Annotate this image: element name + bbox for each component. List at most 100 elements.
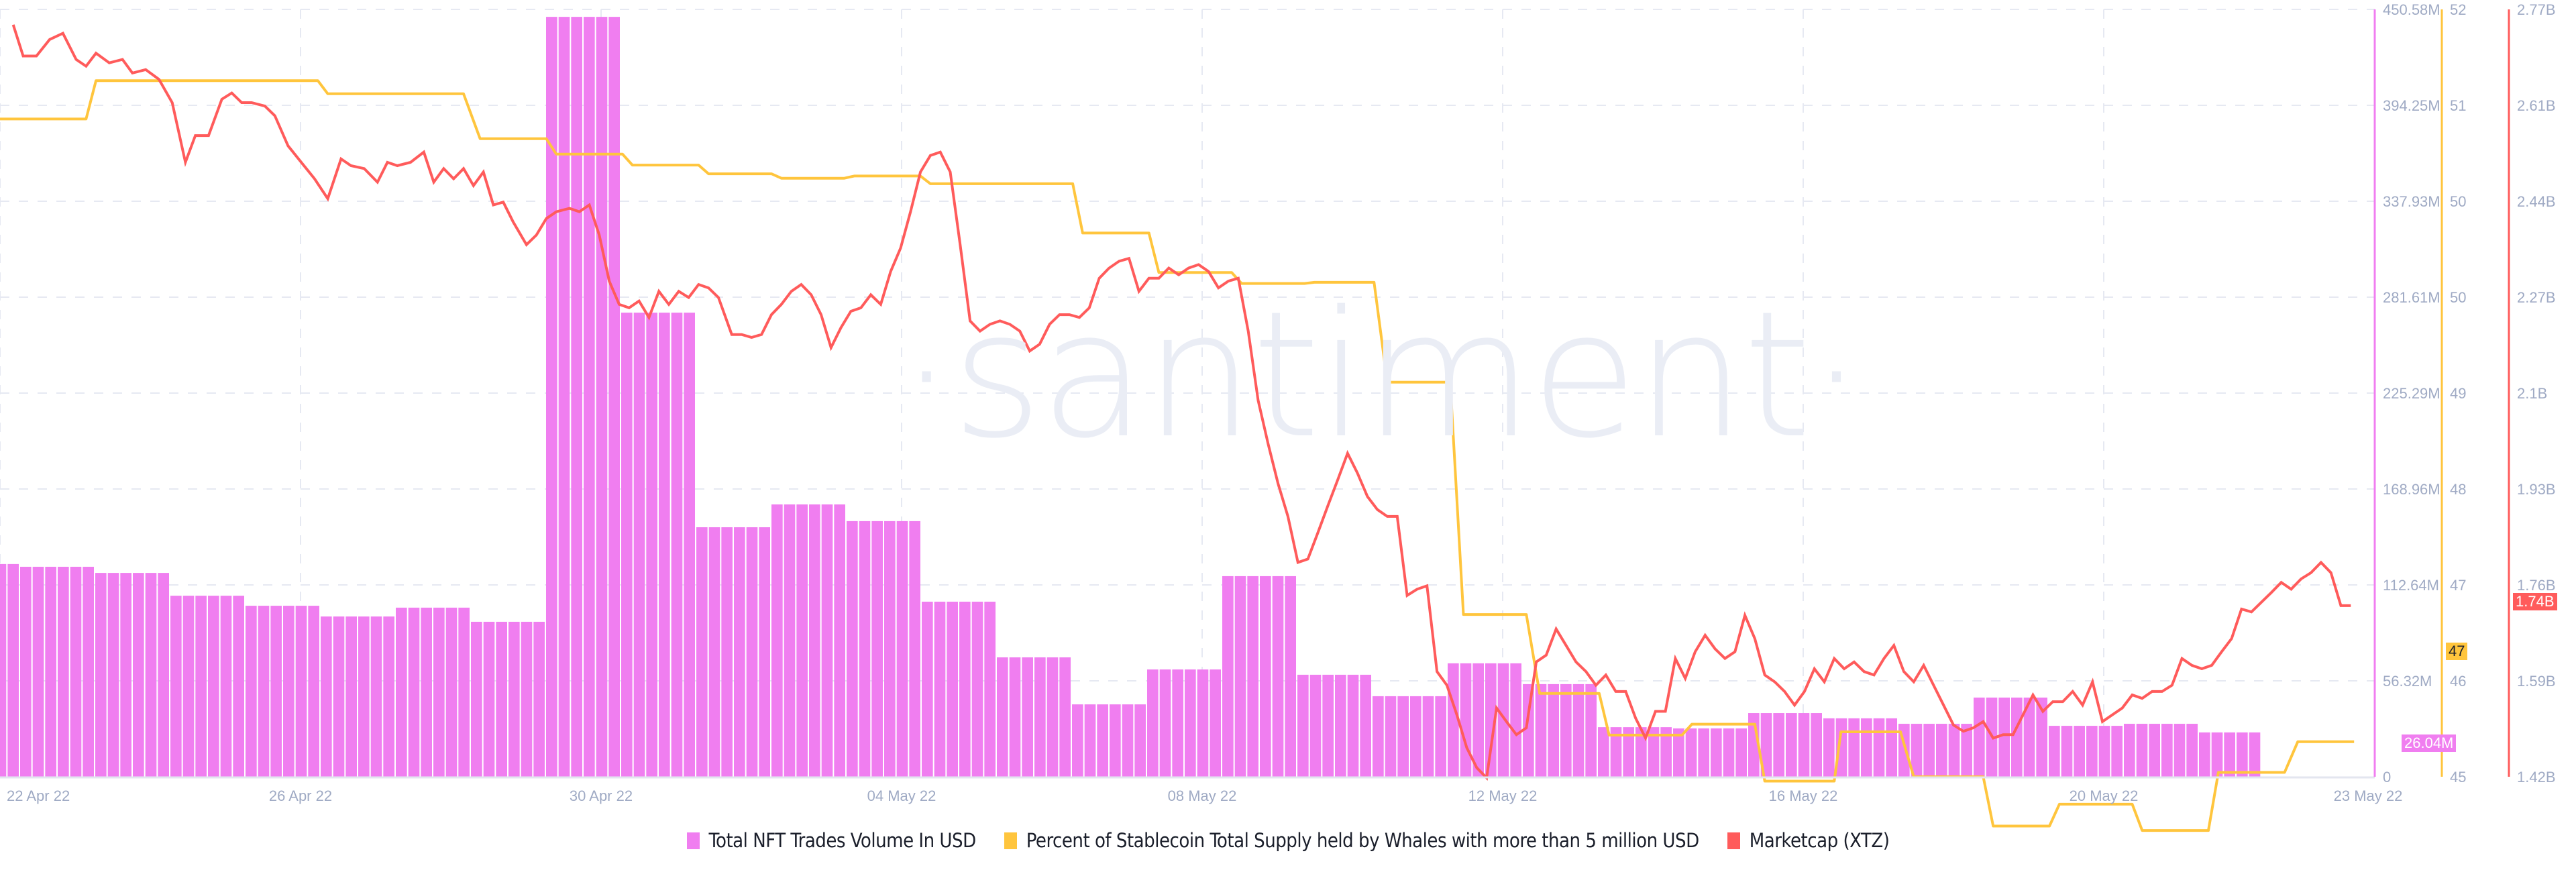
nft-volume-bar[interactable]	[859, 521, 871, 777]
nft-volume-bar[interactable]	[659, 313, 670, 777]
nft-volume-bar[interactable]	[2249, 732, 2261, 777]
legend-item-marketcap[interactable]: Marketcap (XTZ)	[1727, 829, 1890, 852]
nft-volume-bar[interactable]	[1285, 576, 1296, 777]
nft-volume-bar[interactable]	[258, 606, 270, 777]
nft-volume-bar[interactable]	[208, 596, 219, 777]
nft-volume-bar[interactable]	[2136, 724, 2148, 777]
nft-volume-bar[interactable]	[170, 596, 182, 777]
nft-volume-bar[interactable]	[533, 621, 545, 777]
nft-volume-bar[interactable]	[2061, 726, 2073, 777]
nft-volume-bar[interactable]	[821, 504, 833, 777]
nft-volume-bar[interactable]	[2098, 726, 2110, 777]
nft-volume-bar[interactable]	[1422, 696, 1434, 777]
nft-volume-bar[interactable]	[934, 601, 946, 777]
nft-volume-bar[interactable]	[909, 521, 920, 777]
nft-volume-bar[interactable]	[308, 606, 319, 777]
nft-volume-bar[interactable]	[496, 621, 507, 777]
nft-volume-bar[interactable]	[1297, 674, 1309, 777]
nft-volume-bar[interactable]	[997, 657, 1008, 777]
nft-volume-bar[interactable]	[746, 527, 758, 777]
nft-volume-bar[interactable]	[1523, 684, 1534, 777]
nft-volume-bar[interactable]	[370, 616, 382, 777]
nft-volume-bar[interactable]	[1059, 657, 1071, 777]
nft-volume-bar[interactable]	[295, 606, 307, 777]
nft-volume-bar[interactable]	[2186, 724, 2198, 777]
nft-volume-bar[interactable]	[696, 527, 708, 777]
nft-volume-bar[interactable]	[182, 596, 195, 777]
nft-volume-bar[interactable]	[1497, 663, 1509, 777]
nft-volume-bar[interactable]	[558, 17, 570, 777]
nft-volume-bar[interactable]	[32, 566, 44, 777]
nft-volume-bar[interactable]	[1084, 704, 1096, 777]
nft-volume-bar[interactable]	[571, 17, 582, 777]
nft-volume-bar[interactable]	[771, 504, 783, 777]
nft-volume-bar[interactable]	[1873, 718, 1885, 777]
nft-volume-bar[interactable]	[646, 313, 657, 777]
nft-volume-bar[interactable]	[1974, 697, 1985, 777]
nft-volume-bar[interactable]	[1134, 704, 1146, 777]
nft-volume-bar[interactable]	[1172, 669, 1183, 777]
nft-volume-bar[interactable]	[1635, 727, 1647, 777]
marketcap-line[interactable]	[11, 24, 2351, 781]
nft-volume-bar[interactable]	[1472, 663, 1484, 777]
nft-volume-bar[interactable]	[2149, 724, 2160, 777]
legend-item-nft-volume[interactable]: Total NFT Trades Volume In USD	[686, 829, 976, 852]
nft-volume-bar[interactable]	[896, 521, 908, 777]
nft-volume-bar[interactable]	[1848, 718, 1860, 777]
nft-volume-bar[interactable]	[2124, 724, 2135, 777]
nft-volume-bar[interactable]	[809, 504, 820, 777]
nft-volume-bar[interactable]	[1460, 663, 1472, 777]
nft-volume-bar[interactable]	[1811, 713, 1822, 777]
nft-volume-bar[interactable]	[1798, 713, 1810, 777]
nft-volume-bar[interactable]	[120, 573, 131, 777]
nft-volume-bar[interactable]	[759, 527, 770, 777]
nft-volume-bar[interactable]	[383, 616, 394, 777]
nft-volume-bar[interactable]	[1623, 727, 1634, 777]
nft-volume-bar[interactable]	[1585, 684, 1597, 777]
nft-volume-bar[interactable]	[95, 573, 107, 777]
nft-volume-bar[interactable]	[1222, 576, 1234, 777]
nft-volume-bar[interactable]	[1911, 724, 1923, 777]
nft-volume-bar[interactable]	[70, 566, 82, 777]
nft-volume-bar[interactable]	[984, 601, 996, 777]
nft-volume-bar[interactable]	[959, 601, 971, 777]
nft-volume-bar[interactable]	[671, 313, 683, 777]
legend-item-whales-percent[interactable]: Percent of Stablecoin Total Supply held …	[1004, 829, 1699, 852]
nft-volume-bar[interactable]	[1347, 674, 1359, 777]
nft-volume-bar[interactable]	[433, 607, 445, 777]
nft-volume-bar[interactable]	[1234, 576, 1246, 777]
nft-volume-bar[interactable]	[2174, 724, 2186, 777]
nft-volume-bar[interactable]	[2011, 697, 2023, 777]
nft-volume-bar[interactable]	[2074, 726, 2085, 777]
nft-volume-bar[interactable]	[0, 563, 7, 777]
nft-volume-bar[interactable]	[884, 521, 896, 777]
nft-volume-bar[interactable]	[584, 17, 595, 777]
nft-volume-bar[interactable]	[1598, 727, 1609, 777]
nft-volume-bar[interactable]	[1711, 728, 1722, 777]
nft-volume-bar[interactable]	[2086, 726, 2098, 777]
nft-volume-bar[interactable]	[2036, 697, 2047, 777]
nft-volume-bar[interactable]	[1210, 669, 1221, 777]
nft-volume-bar[interactable]	[2161, 724, 2173, 777]
nft-volume-bar[interactable]	[684, 313, 695, 777]
nft-volume-bar[interactable]	[1009, 657, 1021, 777]
nft-volume-bar[interactable]	[2224, 732, 2235, 777]
nft-volume-bar[interactable]	[58, 566, 69, 777]
nft-volume-bar[interactable]	[1660, 727, 1672, 777]
nft-volume-bar[interactable]	[784, 504, 796, 777]
nft-volume-bar[interactable]	[1760, 713, 1772, 777]
nft-volume-bar[interactable]	[1485, 663, 1497, 777]
nft-volume-bar[interactable]	[220, 596, 232, 777]
nft-volume-bar[interactable]	[195, 596, 207, 777]
nft-volume-bar[interactable]	[1272, 576, 1284, 777]
nft-volume-bar[interactable]	[947, 601, 958, 777]
nft-volume-bar[interactable]	[321, 616, 332, 777]
nft-volume-bar[interactable]	[1360, 674, 1371, 777]
nft-volume-bar[interactable]	[1322, 674, 1334, 777]
nft-volume-bar[interactable]	[246, 606, 257, 777]
nft-volume-bar[interactable]	[421, 607, 432, 777]
nft-volume-bar[interactable]	[471, 621, 482, 777]
nft-volume-bar[interactable]	[1309, 674, 1322, 777]
nft-volume-bar[interactable]	[1698, 728, 1709, 777]
nft-volume-bar[interactable]	[20, 566, 32, 777]
